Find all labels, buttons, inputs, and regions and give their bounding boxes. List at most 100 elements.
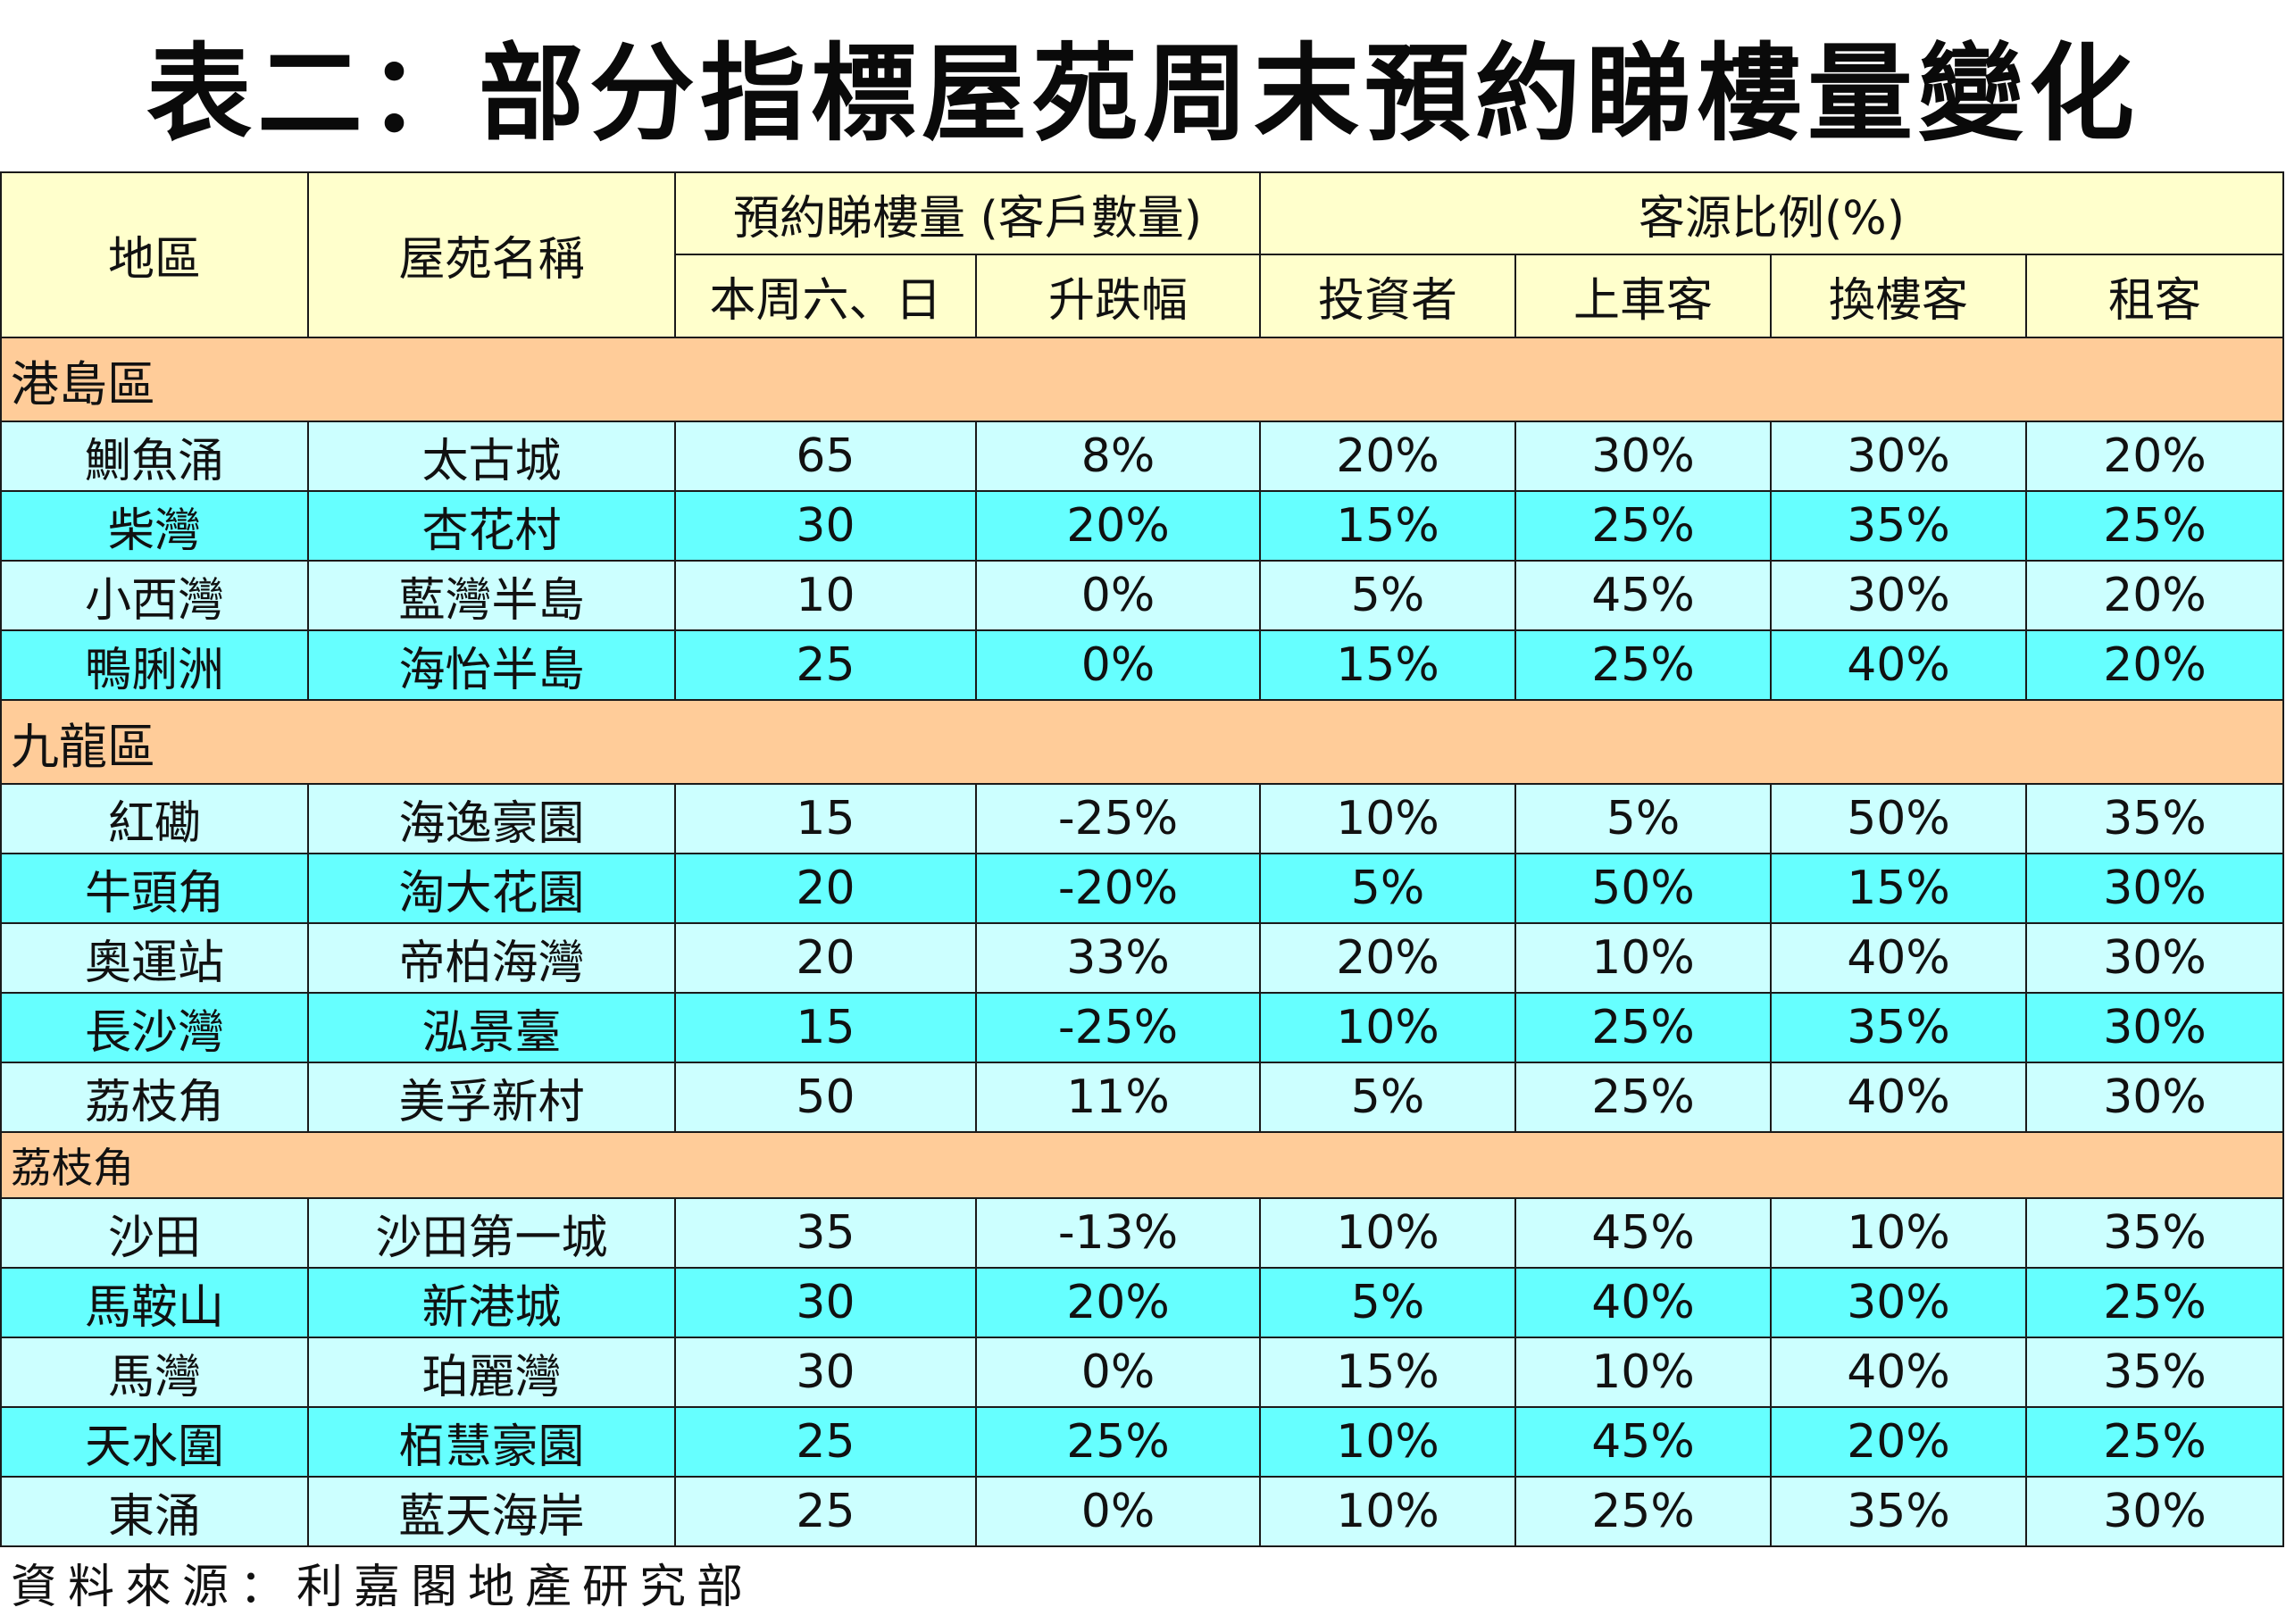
cell-district: 馬鞍山 [0, 1267, 309, 1338]
table-row: 沙田 沙田第一城 35 -13% 10% 45% 10% 35% [0, 1197, 2285, 1269]
header-change: 升跌幅 [974, 254, 1262, 338]
section-label: 九龍區 [0, 699, 2285, 785]
cell-weekend: 20 [674, 922, 977, 994]
cell-upgrader: 30% [1770, 421, 2028, 492]
data-source-note: 資料來源：利嘉閣地產研究部 [11, 1561, 755, 1614]
header-estate: 屋苑名稱 [307, 171, 676, 338]
cell-weekend: 15 [674, 783, 977, 854]
cell-estate: 栢慧豪園 [307, 1406, 676, 1478]
cell-change: 0% [974, 1337, 1262, 1408]
cell-change: 0% [974, 629, 1262, 701]
section-row: 荔枝角 [0, 1131, 2285, 1199]
cell-estate: 太古城 [307, 421, 676, 492]
cell-upgrader: 30% [1770, 560, 2028, 631]
cell-estate: 泓景臺 [307, 992, 676, 1063]
cell-estate: 帝柏海灣 [307, 922, 676, 994]
table-row: 東涌 藍天海岸 25 0% 10% 25% 35% 30% [0, 1476, 2285, 1547]
table-title: 表二：部分指標屋苑周末預約睇樓量變化 [146, 31, 2140, 155]
cell-investor: 15% [1259, 629, 1517, 701]
cell-first-buyer: 10% [1514, 1337, 1773, 1408]
header-row-top: 地區 屋苑名稱 預約睇樓量 (客戶數量) 客源比例(%) [0, 171, 2285, 338]
cell-weekend: 15 [674, 992, 977, 1063]
cell-weekend: 30 [674, 490, 977, 562]
cell-first-buyer: 45% [1514, 1197, 1773, 1269]
cell-tenant: 20% [2025, 421, 2285, 492]
cell-district: 天水圍 [0, 1406, 309, 1478]
cell-district: 奧運站 [0, 922, 309, 994]
cell-weekend: 25 [674, 1406, 977, 1478]
header-district: 地區 [0, 171, 309, 338]
table-row: 長沙灣 泓景臺 15 -25% 10% 25% 35% 30% [0, 992, 2285, 1063]
cell-tenant: 30% [2025, 992, 2285, 1063]
cell-weekend: 30 [674, 1267, 977, 1338]
cell-estate: 海怡半島 [307, 629, 676, 701]
cell-estate: 海逸豪園 [307, 783, 676, 854]
cell-change: 8% [974, 421, 1262, 492]
cell-district: 馬灣 [0, 1337, 309, 1408]
section-row: 港島區 [0, 337, 2285, 422]
table-row: 馬鞍山 新港城 30 20% 5% 40% 30% 25% [0, 1267, 2285, 1338]
cell-upgrader: 40% [1770, 629, 2028, 701]
header-upgrader: 換樓客 [1770, 254, 2028, 338]
header-first-buyer: 上車客 [1514, 254, 1773, 338]
cell-estate: 新港城 [307, 1267, 676, 1338]
cell-weekend: 10 [674, 560, 977, 631]
cell-change: -25% [974, 783, 1262, 854]
cell-district: 柴灣 [0, 490, 309, 562]
cell-change: -25% [974, 992, 1262, 1063]
cell-tenant: 30% [2025, 1062, 2285, 1133]
cell-tenant: 25% [2025, 1406, 2285, 1478]
cell-weekend: 25 [674, 629, 977, 701]
cell-first-buyer: 25% [1514, 629, 1773, 701]
cell-change: 0% [974, 1476, 1262, 1547]
cell-investor: 20% [1259, 421, 1517, 492]
cell-tenant: 20% [2025, 560, 2285, 631]
cell-weekend: 65 [674, 421, 977, 492]
header-bookings-group: 預約睇樓量 (客戶數量) [673, 171, 1262, 255]
header-weekend: 本周六、日 [674, 254, 977, 338]
cell-investor: 10% [1259, 1406, 1517, 1478]
cell-tenant: 20% [2025, 629, 2285, 701]
table-row: 小西灣 藍灣半島 10 0% 5% 45% 30% 20% [0, 560, 2285, 631]
cell-tenant: 35% [2025, 783, 2285, 854]
cell-weekend: 30 [674, 1337, 977, 1408]
cell-district: 鰂魚涌 [0, 421, 309, 492]
cell-first-buyer: 30% [1514, 421, 1773, 492]
header-row-bottom: 本周六、日 升跌幅 投資者 上車客 換樓客 租客 [1, 254, 2285, 338]
cell-tenant: 25% [2025, 1267, 2285, 1338]
cell-district: 東涌 [0, 1476, 309, 1547]
cell-upgrader: 35% [1770, 490, 2028, 562]
table-row: 鰂魚涌 太古城 65 8% 20% 30% 30% 20% [0, 421, 2285, 492]
cell-first-buyer: 5% [1514, 783, 1773, 854]
cell-estate: 杏花村 [307, 490, 676, 562]
cell-investor: 10% [1259, 992, 1517, 1063]
table-row: 鴨脷洲 海怡半島 25 0% 15% 25% 40% 20% [0, 629, 2285, 701]
cell-upgrader: 30% [1770, 1267, 2028, 1338]
cell-weekend: 35 [674, 1197, 977, 1269]
cell-investor: 10% [1259, 1197, 1517, 1269]
cell-tenant: 30% [2025, 922, 2285, 994]
cell-tenant: 35% [2025, 1337, 2285, 1408]
section-row: 九龍區 [0, 699, 2285, 785]
cell-first-buyer: 25% [1514, 992, 1773, 1063]
section-label: 荔枝角 [0, 1131, 2285, 1199]
cell-first-buyer: 45% [1514, 1406, 1773, 1478]
cell-district: 牛頭角 [0, 853, 309, 924]
table-row: 牛頭角 淘大花園 20 -20% 5% 50% 15% 30% [0, 853, 2285, 924]
cell-investor: 10% [1259, 1476, 1517, 1547]
table-row: 天水圍 栢慧豪園 25 25% 10% 45% 20% 25% [0, 1406, 2285, 1478]
cell-investor: 10% [1259, 783, 1517, 854]
cell-district: 沙田 [0, 1197, 309, 1269]
cell-first-buyer: 25% [1514, 490, 1773, 562]
cell-first-buyer: 50% [1514, 853, 1773, 924]
cell-investor: 20% [1259, 922, 1517, 994]
header-source-group: 客源比例(%) [1259, 171, 2285, 255]
cell-estate: 沙田第一城 [307, 1197, 676, 1269]
cell-district: 小西灣 [0, 560, 309, 631]
cell-investor: 15% [1259, 1337, 1517, 1408]
cell-investor: 5% [1259, 853, 1517, 924]
cell-investor: 15% [1259, 490, 1517, 562]
cell-first-buyer: 25% [1514, 1476, 1773, 1547]
cell-upgrader: 15% [1770, 853, 2028, 924]
header-tenant: 租客 [2025, 254, 2285, 338]
